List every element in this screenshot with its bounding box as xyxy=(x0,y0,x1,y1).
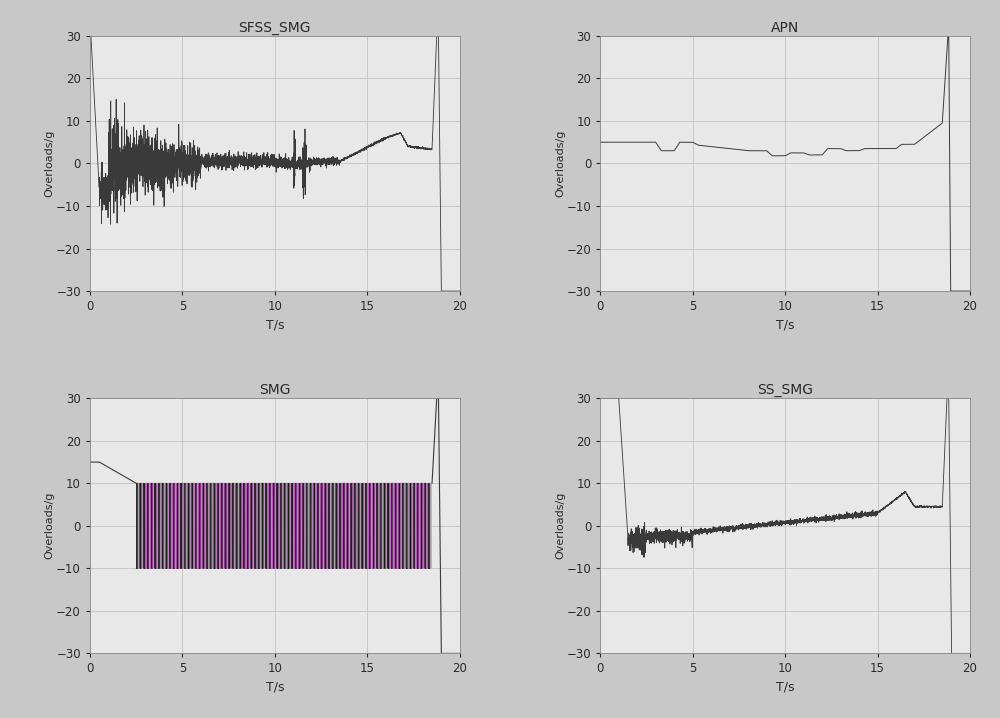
Title: SS_SMG: SS_SMG xyxy=(757,383,813,397)
Y-axis label: Overloads/g: Overloads/g xyxy=(45,492,55,559)
X-axis label: T/s: T/s xyxy=(266,319,284,332)
Y-axis label: Overloads/g: Overloads/g xyxy=(45,130,55,197)
X-axis label: T/s: T/s xyxy=(266,681,284,694)
X-axis label: T/s: T/s xyxy=(776,319,794,332)
Title: SFSS_SMG: SFSS_SMG xyxy=(239,21,311,35)
X-axis label: T/s: T/s xyxy=(776,681,794,694)
Y-axis label: Overloads/g: Overloads/g xyxy=(555,130,565,197)
Y-axis label: Overloads/g: Overloads/g xyxy=(555,492,565,559)
Title: APN: APN xyxy=(771,21,799,34)
Title: SMG: SMG xyxy=(259,383,291,397)
